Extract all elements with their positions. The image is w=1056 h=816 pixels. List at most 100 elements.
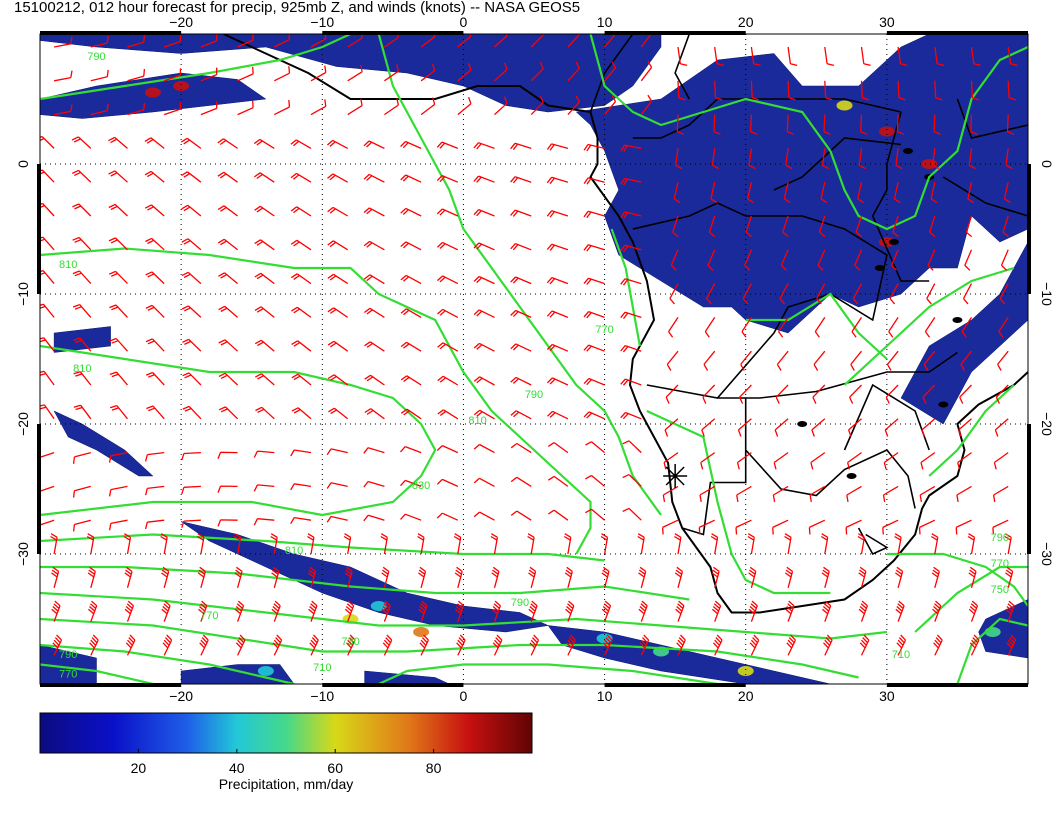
wind-barb — [274, 99, 291, 116]
wind-barb — [583, 344, 605, 352]
wind-barb — [714, 46, 725, 67]
wind-barb — [274, 66, 291, 82]
height-contour — [956, 617, 1028, 684]
wind-barb — [783, 182, 791, 204]
lon-tick-label-bottom: 0 — [460, 688, 468, 704]
wind-barb — [850, 350, 863, 371]
wind-barb — [1002, 215, 1009, 238]
wind-barb — [957, 452, 972, 470]
wind-barb — [437, 375, 459, 386]
wind-barb — [72, 451, 91, 464]
wind-barb — [813, 350, 826, 371]
wind-barb — [885, 384, 899, 404]
height-contour — [40, 344, 437, 517]
wind-barb — [699, 485, 716, 503]
wind-barb — [290, 483, 312, 491]
wind-barb — [436, 141, 459, 150]
lon-tick-label-top: −10 — [310, 14, 334, 30]
wind-barb — [1006, 114, 1015, 135]
wind-barb — [638, 600, 648, 622]
wind-barb — [857, 533, 866, 555]
wind-barb — [851, 317, 863, 338]
wind-barb — [816, 283, 826, 305]
wind-barb — [235, 634, 246, 656]
lake — [874, 265, 885, 271]
wind-barb — [811, 418, 826, 437]
lon-tick-label-bottom: −10 — [310, 688, 334, 704]
wind-barb — [583, 177, 605, 185]
wind-barb — [926, 283, 936, 305]
wind-barb — [933, 114, 941, 135]
wind-barb — [995, 384, 1009, 404]
wind-barb — [670, 249, 679, 271]
wind-barb — [217, 138, 238, 149]
wind-barb — [583, 377, 605, 386]
wind-barb — [217, 485, 238, 493]
wind-barb — [700, 452, 716, 470]
wind-barb — [968, 148, 976, 170]
wind-barb — [182, 338, 202, 352]
wind-barb — [162, 634, 173, 656]
wind-barb — [217, 171, 238, 183]
wind-barb — [274, 34, 291, 48]
wind-barb — [893, 182, 901, 204]
wind-barb — [108, 203, 128, 217]
wind-barb — [604, 34, 616, 48]
wind-barb — [436, 175, 459, 183]
contour-label: 810 — [73, 363, 91, 375]
frame-bar-top — [40, 31, 182, 35]
wind-barb — [785, 148, 793, 170]
wind-barb — [108, 270, 128, 285]
wind-barb — [637, 533, 645, 555]
wind-barb — [400, 445, 422, 454]
wind-barb — [546, 143, 569, 151]
wind-barb — [473, 511, 495, 521]
wind-barb — [510, 176, 532, 184]
country-border — [589, 34, 634, 113]
wind-barb — [400, 479, 422, 488]
wind-barb — [824, 80, 833, 101]
wind-barb — [90, 36, 109, 48]
lat-tick-label-left: −10 — [15, 282, 31, 306]
location-marker[interactable] — [663, 464, 688, 488]
wind-barb — [90, 103, 109, 116]
wind-barb — [290, 273, 312, 285]
wind-barb — [270, 533, 278, 555]
frame-bar-top — [604, 31, 746, 35]
lat-tick-label-left: −30 — [15, 542, 31, 566]
wind-barb — [53, 36, 73, 48]
wind-barb — [620, 144, 642, 152]
wind-barb — [622, 474, 642, 487]
wind-barb — [664, 418, 679, 437]
wind-barb — [327, 374, 349, 386]
wind-barb — [528, 566, 537, 588]
contour-label: 750 — [991, 584, 1009, 596]
wind-barb — [217, 205, 238, 217]
wind-barb — [491, 600, 502, 622]
wind-barb — [145, 237, 165, 251]
wind-barb — [1006, 634, 1017, 656]
wind-barb — [72, 485, 91, 498]
wind-barb — [420, 97, 436, 116]
wind-barb — [787, 46, 798, 67]
precip-hotspot — [836, 100, 853, 111]
wind-barb — [145, 371, 165, 386]
country-border — [871, 111, 930, 282]
wind-barb — [233, 533, 242, 555]
wind-barb — [109, 304, 128, 318]
wind-barb — [546, 310, 569, 319]
wind-barb — [620, 278, 642, 286]
wind-barb — [968, 600, 979, 622]
wind-barb — [547, 509, 569, 521]
wind-barb — [181, 519, 201, 528]
wind-barb — [883, 452, 899, 470]
height-contour — [928, 384, 1015, 477]
wind-barb — [661, 519, 679, 535]
wind-barb — [583, 310, 605, 319]
wind-barb — [934, 46, 945, 67]
wind-barb — [237, 66, 254, 82]
wind-barb — [72, 270, 92, 285]
wind-barb — [930, 533, 939, 555]
wind-barb — [852, 283, 863, 305]
